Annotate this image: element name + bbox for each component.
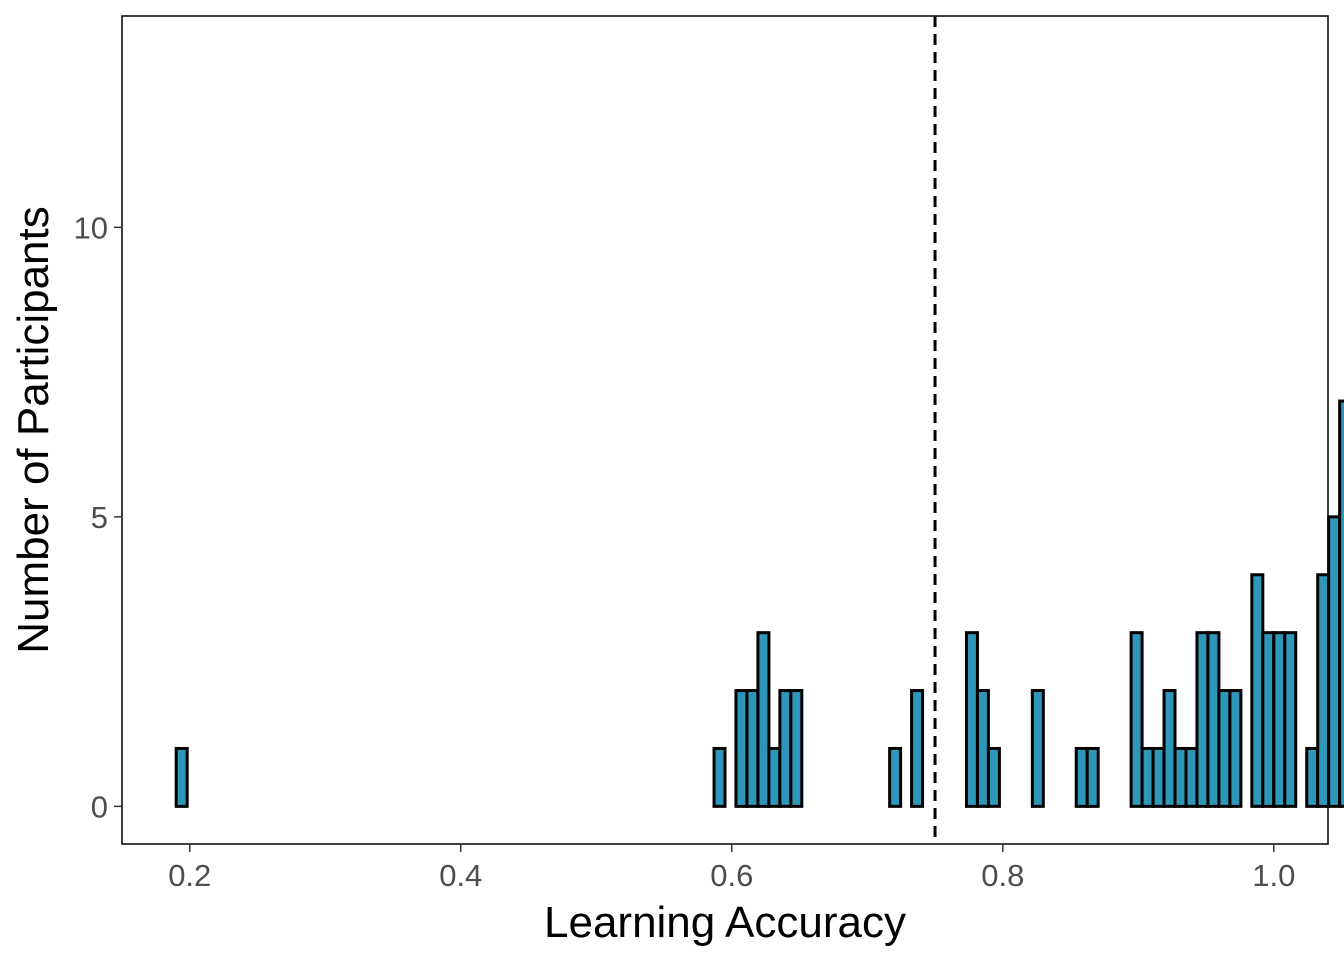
x-axis-title: Learning Accuracy	[544, 898, 906, 947]
histogram-bar	[1261, 631, 1276, 808]
bars-group	[174, 399, 1344, 808]
y-tick-label: 0	[91, 789, 108, 824]
y-axis: 0 5 10	[74, 210, 122, 824]
histogram-bar	[975, 689, 990, 808]
histogram-bar	[1074, 746, 1089, 808]
histogram-bar	[1030, 689, 1045, 808]
histogram-bar	[1338, 399, 1344, 808]
x-tick-label: 0.4	[439, 858, 482, 893]
histogram-bar	[1184, 746, 1199, 808]
histogram-bar	[1151, 746, 1166, 808]
histogram-bar	[1305, 746, 1320, 808]
histogram-bar	[1206, 631, 1221, 808]
histogram-bar	[745, 689, 760, 808]
x-tick-label: 0.2	[168, 858, 211, 893]
histogram-bar	[964, 631, 979, 808]
histogram-bar	[1316, 573, 1331, 808]
histogram-bar	[789, 689, 804, 808]
histogram-bar	[1250, 573, 1265, 808]
x-tick-label: 0.6	[710, 858, 753, 893]
histogram-bar	[1195, 631, 1210, 808]
histogram-bar	[1327, 515, 1342, 808]
histogram-bar	[1283, 631, 1298, 808]
histogram-bar	[1129, 631, 1144, 808]
histogram-bar	[888, 746, 903, 808]
histogram-bar	[756, 631, 771, 808]
histogram-bar	[910, 689, 925, 808]
histogram-bar	[174, 746, 189, 808]
histogram-bar	[767, 746, 782, 808]
histogram-bar	[1140, 746, 1155, 808]
histogram-bar	[1272, 631, 1287, 808]
y-axis-title: Number of Participants	[9, 206, 58, 654]
histogram-bar	[734, 689, 749, 808]
histogram-bar	[986, 746, 1001, 808]
histogram-bar	[1162, 689, 1177, 808]
plot-panel-border	[121, 15, 1329, 845]
x-tick-label: 1.0	[1252, 858, 1295, 893]
x-axis: 0.2 0.4 0.6 0.8 1.0	[168, 844, 1295, 893]
histogram-bar	[712, 746, 727, 808]
histogram-bar	[1228, 689, 1243, 808]
histogram-bar	[1085, 746, 1100, 808]
histogram-bar	[1217, 689, 1232, 808]
x-tick-label: 0.8	[981, 858, 1024, 893]
histogram-bar	[778, 689, 793, 808]
y-tick-label: 5	[91, 500, 108, 535]
histogram-bar	[1173, 746, 1188, 808]
y-tick-label: 10	[74, 210, 108, 245]
